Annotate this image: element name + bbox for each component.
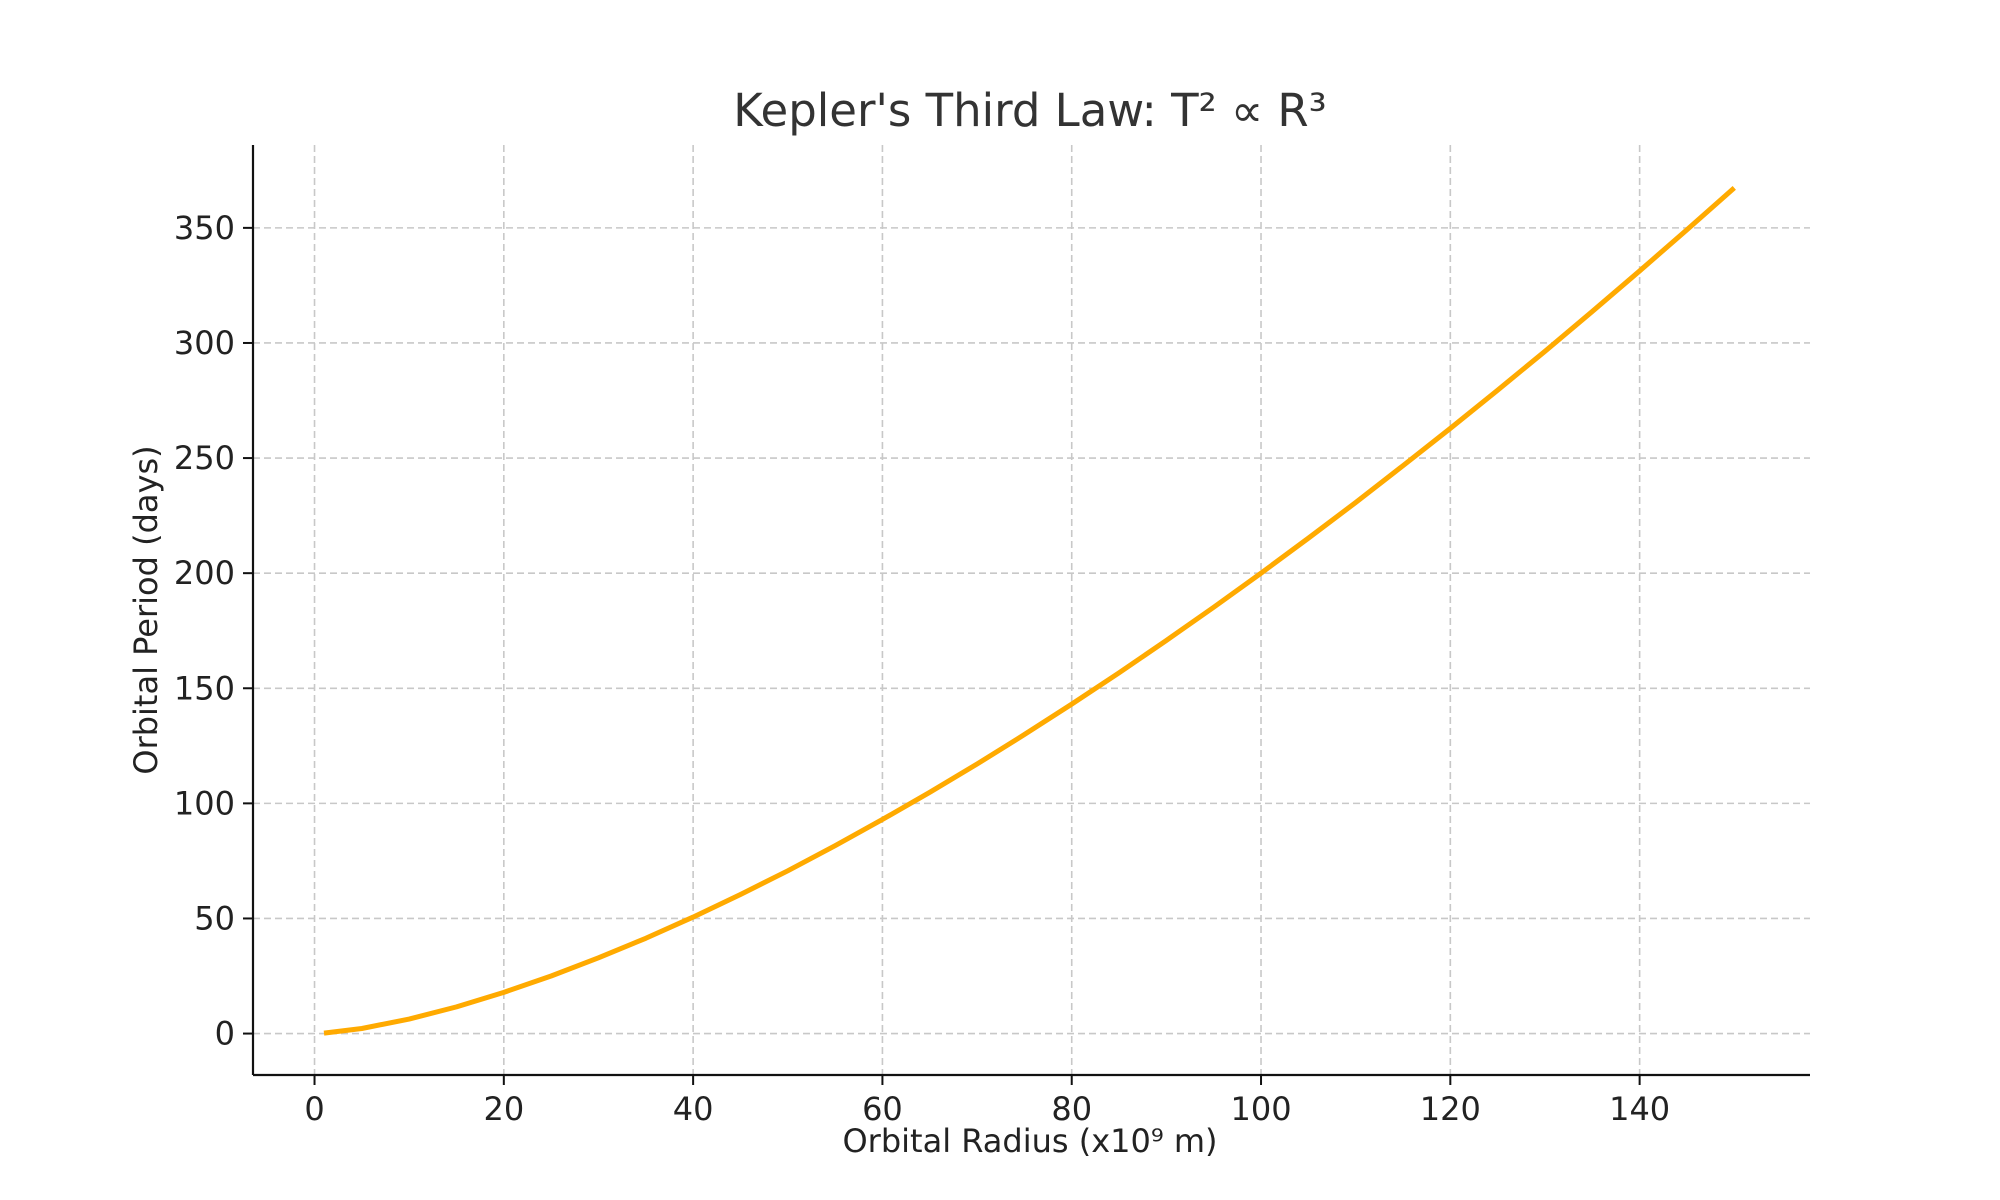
- spine-layer: [251, 145, 1810, 1077]
- y-tick-label: 350: [174, 209, 235, 247]
- series-line-0: [323, 185, 1736, 1036]
- x-tick-label: 120: [1420, 1090, 1481, 1128]
- x-tick-label: 80: [1051, 1090, 1092, 1128]
- y-tick-label: 0: [215, 1015, 235, 1053]
- x-tick-label: 140: [1609, 1090, 1670, 1128]
- y-tick-label: 250: [174, 439, 235, 477]
- y-tick-label: 100: [174, 784, 235, 822]
- x-tick-label: 0: [304, 1090, 324, 1128]
- y-tick-label: 300: [174, 324, 235, 362]
- y-tick-label: 200: [174, 554, 235, 592]
- y-tick-label: 150: [174, 669, 235, 707]
- grid-layer: [253, 145, 1810, 1075]
- chart-title: Kepler's Third Law: T² ∝ R³: [733, 84, 1326, 137]
- y-tick-label: 50: [194, 899, 235, 937]
- tick-layer: 0 20 40 60 80 100 120 140 0 50 100 150 200 250 300 350: [174, 209, 1670, 1128]
- x-axis-label: Orbital Radius (x10⁹ m): [842, 1122, 1217, 1160]
- series-layer: [323, 185, 1736, 1036]
- x-tick-label: 20: [483, 1090, 524, 1128]
- y-axis-label: Orbital Period (days): [127, 445, 165, 774]
- x-tick-label: 100: [1230, 1090, 1291, 1128]
- x-tick-label: 40: [673, 1090, 714, 1128]
- x-tick-label: 60: [862, 1090, 903, 1128]
